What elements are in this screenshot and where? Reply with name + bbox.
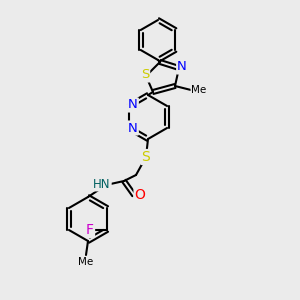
- Text: Me: Me: [78, 257, 94, 267]
- Text: O: O: [135, 188, 146, 202]
- Text: S: S: [142, 150, 150, 164]
- Text: F: F: [86, 223, 94, 237]
- Text: N: N: [128, 122, 138, 134]
- Text: HN: HN: [93, 178, 111, 190]
- Text: Me: Me: [191, 85, 207, 95]
- Text: S: S: [141, 68, 149, 82]
- Text: N: N: [128, 98, 138, 112]
- Text: N: N: [177, 61, 187, 74]
